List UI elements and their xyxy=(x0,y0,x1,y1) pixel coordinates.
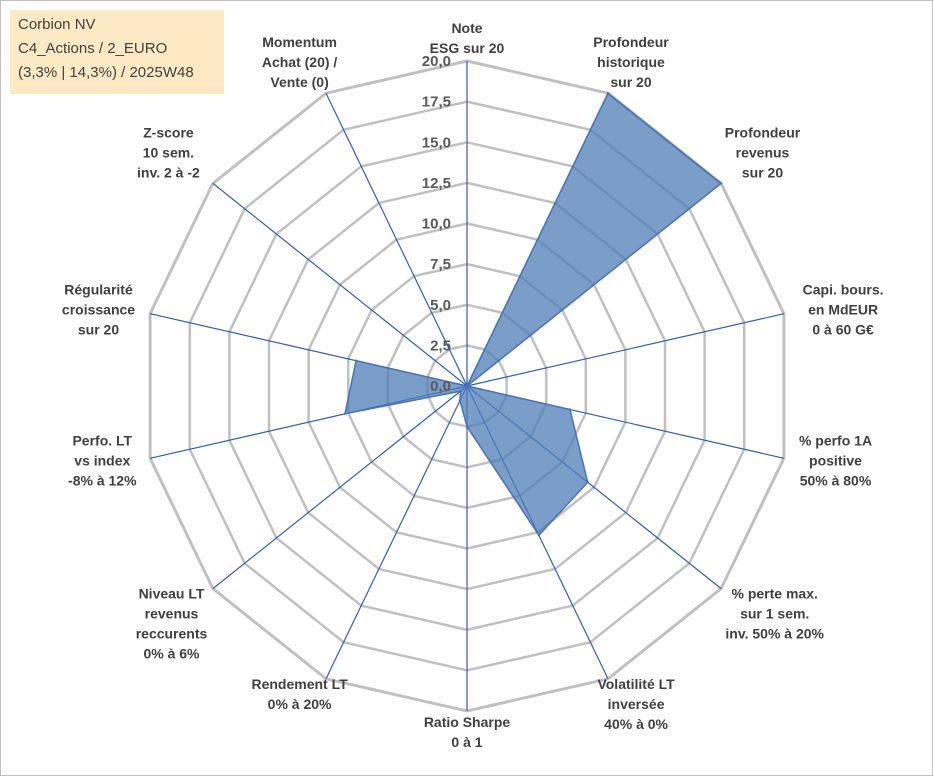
series-point-1 xyxy=(606,92,610,95)
axis-label-7: Ratio Sharpe 0 à 1 xyxy=(424,714,511,750)
axis-labels: Note ESG sur 20 Profondeur historique sur 20… xyxy=(62,20,884,750)
series-point-13 xyxy=(465,384,469,388)
axis-label-3: Capi. bours. en MdEUR 0 à 60 G€ xyxy=(803,282,884,338)
axis-label-5: % perte max. sur 1 sem. inv. 50% à 20% xyxy=(725,586,824,642)
axis-label-8: Rendement LT 0% à 20% xyxy=(251,676,348,712)
axis-line-3 xyxy=(466,313,785,387)
axis-line-8 xyxy=(325,385,468,680)
series-area-0 xyxy=(344,92,723,537)
company-name: Corbion NV xyxy=(18,16,96,33)
axis-label-10: Perfo. LT vs index -8% à 12% xyxy=(68,432,137,488)
info-box: Corbion NV C4_Actions / 2_EURO (3,3% | 1… xyxy=(10,10,224,94)
axis-line-13 xyxy=(325,92,468,387)
series-point-11 xyxy=(354,359,358,362)
axis-label-2: Profondeur revenus sur 20 xyxy=(725,124,801,180)
series-point-10 xyxy=(343,412,347,415)
tick-label-2: 5,0 xyxy=(430,297,451,314)
tick-label-3: 7,5 xyxy=(430,256,451,273)
tick-label-1: 2,5 xyxy=(430,337,451,354)
period-label: (3,3% | 14,3%) / 2025W48 xyxy=(18,64,194,81)
tick-label-5: 12,5 xyxy=(422,175,451,192)
axis-label-9: Niveau LT revenus reccurents 0% à 6% xyxy=(136,586,208,662)
series-point-9 xyxy=(459,389,462,393)
series-point-4 xyxy=(568,408,572,411)
axis-label-1: Profondeur historique sur 20 xyxy=(593,34,669,90)
axis-label-12: Z-score 10 sem. inv. 2 à -2 xyxy=(137,124,200,180)
series-point-7 xyxy=(465,425,469,428)
axis-line-12 xyxy=(212,182,468,387)
axis-label-4: % perfo 1A positive 50% à 80% xyxy=(799,432,872,488)
series-point-8 xyxy=(458,399,462,402)
axis-label-0: Note ESG sur 20 xyxy=(430,20,505,56)
tick-label-7: 17,5 xyxy=(422,94,451,111)
series-layer xyxy=(343,92,723,537)
series-point-2 xyxy=(719,182,723,185)
axis-label-13: Momentum Achat (20) / Vente (0) xyxy=(262,34,338,90)
tick-label-8: 20,0 xyxy=(422,53,451,70)
tick-label-4: 10,0 xyxy=(422,216,451,233)
tick-label-6: 15,0 xyxy=(422,134,451,151)
axis-line-9 xyxy=(212,385,468,590)
axis-label-11: Régularité croissance sur 20 xyxy=(62,282,135,338)
tick-label-0: 0,0 xyxy=(430,378,451,395)
portfolio-label: C4_Actions / 2_EURO xyxy=(18,40,168,57)
series-point-5 xyxy=(586,481,589,484)
tick-labels: 0,0 2,5 5,0 7,5 10,0 12,5 15,0 17,5 20,0 xyxy=(422,53,451,395)
axis-label-6: Volatilité LT inversée 40% à 0% xyxy=(597,676,675,732)
series-point-6 xyxy=(537,534,541,537)
